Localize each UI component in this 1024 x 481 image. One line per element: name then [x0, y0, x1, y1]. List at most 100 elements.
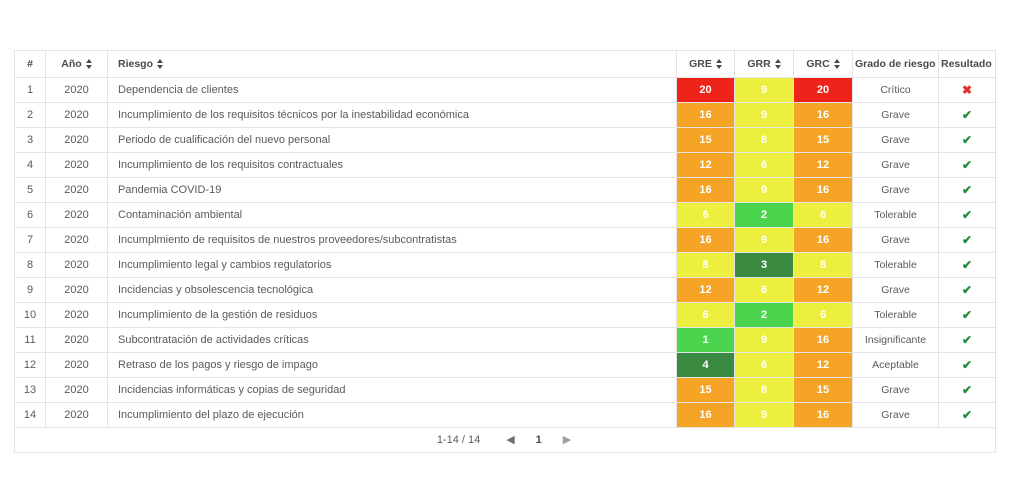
- column-label: Año: [61, 58, 82, 70]
- column-header-risk[interactable]: Riesgo: [107, 50, 677, 78]
- grr-score-cell: 3: [734, 252, 794, 278]
- gre-score-cell: 6: [676, 202, 735, 228]
- grr-score-cell: 2: [734, 302, 794, 328]
- result-cell: ✔: [938, 102, 996, 128]
- grr-score-cell: 9: [734, 77, 794, 103]
- pagination-row: 1-14 / 14 ◀ 1 ▶: [14, 427, 996, 453]
- table-row: 11 2020 Subcontratación de actividades c…: [14, 327, 996, 353]
- column-header-year[interactable]: Año: [45, 50, 108, 78]
- risk-grade-cell: Tolerable: [852, 302, 939, 328]
- gre-score-cell: 1: [676, 327, 735, 353]
- grc-score-cell: 12: [793, 152, 853, 178]
- table-row: 14 2020 Incumplimiento del plazo de ejec…: [14, 402, 996, 428]
- risk-name-cell: Incidencias informáticas y copias de seg…: [107, 377, 677, 403]
- chevron-left-icon: ◀: [506, 433, 515, 446]
- column-label: GRR: [747, 58, 771, 70]
- table-row: 5 2020 Pandemia COVID-19 16 9 16 Grave ✔: [14, 177, 996, 203]
- result-cell: ✔: [938, 352, 996, 378]
- chevron-right-icon: ▶: [562, 433, 572, 446]
- pagination-page-button[interactable]: 1: [527, 430, 551, 451]
- table-row: 4 2020 Incumplimiento de los requisitos …: [14, 152, 996, 178]
- risk-name-cell: Subcontratación de actividades críticas: [107, 327, 677, 353]
- column-label: Grado de riesgo: [855, 58, 936, 70]
- grc-score-cell: 20: [793, 77, 853, 103]
- risk-name-cell: Contaminación ambiental: [107, 202, 677, 228]
- table-row: 8 2020 Incumplimiento legal y cambios re…: [14, 252, 996, 278]
- sort-icon: [774, 59, 781, 69]
- grc-score-cell: 6: [793, 302, 853, 328]
- risk-grade-cell: Grave: [852, 377, 939, 403]
- pagination-range-label: 1-14 / 14: [436, 434, 481, 446]
- grc-score-cell: 15: [793, 127, 853, 153]
- year-cell: 2020: [45, 102, 108, 128]
- risk-name-cell: Incumplimiento legal y cambios regulator…: [107, 252, 677, 278]
- table-row: 3 2020 Periodo de cualificación del nuev…: [14, 127, 996, 153]
- grc-score-cell: 16: [793, 227, 853, 253]
- risk-name-cell: Periodo de cualificación del nuevo perso…: [107, 127, 677, 153]
- column-header-grade[interactable]: Grado de riesgo: [852, 50, 939, 78]
- result-icon: ✖: [961, 82, 973, 97]
- grr-score-cell: 9: [734, 402, 794, 428]
- grc-score-cell: 16: [793, 102, 853, 128]
- grr-score-cell: 9: [734, 327, 794, 353]
- year-cell: 2020: [45, 327, 108, 353]
- result-icon: ✔: [961, 382, 973, 397]
- result-cell: ✖: [938, 77, 996, 103]
- grc-score-cell: 16: [793, 327, 853, 353]
- pagination: 1-14 / 14 ◀ 1 ▶: [16, 429, 995, 452]
- risk-name-cell: Dependencia de clientes: [107, 77, 677, 103]
- result-cell: ✔: [938, 402, 996, 428]
- column-header-gre[interactable]: GRE: [676, 50, 735, 78]
- result-cell: ✔: [938, 277, 996, 303]
- result-icon: ✔: [961, 157, 973, 172]
- column-header-grc[interactable]: GRC: [793, 50, 853, 78]
- grr-score-cell: 9: [734, 177, 794, 203]
- pagination-prev-button[interactable]: ◀: [504, 433, 516, 448]
- year-cell: 2020: [45, 302, 108, 328]
- grr-score-cell: 6: [734, 277, 794, 303]
- gre-score-cell: 16: [676, 227, 735, 253]
- risk-grade-cell: Grave: [852, 402, 939, 428]
- year-cell: 2020: [45, 152, 108, 178]
- row-number-cell: 11: [14, 327, 46, 353]
- risk-grade-cell: Aceptable: [852, 352, 939, 378]
- risk-grade-cell: Crítico: [852, 77, 939, 103]
- column-header-result[interactable]: Resultado: [938, 50, 996, 78]
- risk-table-container: # Año Riesgo GRE GRR GRC Grado d: [14, 50, 996, 453]
- column-header-grr[interactable]: GRR: [734, 50, 794, 78]
- pagination-next-button[interactable]: ▶: [561, 433, 573, 448]
- table-row: 6 2020 Contaminación ambiental 6 2 6 Tol…: [14, 202, 996, 228]
- year-cell: 2020: [45, 277, 108, 303]
- table-row: 10 2020 Incumplimiento de la gestión de …: [14, 302, 996, 328]
- risk-name-cell: Incumplmiento de requisitos de nuestros …: [107, 227, 677, 253]
- gre-score-cell: 12: [676, 277, 735, 303]
- row-number-cell: 5: [14, 177, 46, 203]
- column-label: GRE: [689, 58, 712, 70]
- gre-score-cell: 16: [676, 402, 735, 428]
- row-number-cell: 1: [14, 77, 46, 103]
- result-icon: ✔: [961, 407, 973, 422]
- table-row: 13 2020 Incidencias informáticas y copia…: [14, 377, 996, 403]
- gre-score-cell: 4: [676, 352, 735, 378]
- risk-grade-cell: Grave: [852, 227, 939, 253]
- risk-name-cell: Incumplimiento del plazo de ejecución: [107, 402, 677, 428]
- result-icon: ✔: [961, 207, 973, 222]
- grr-score-cell: 8: [734, 377, 794, 403]
- risk-grade-cell: Grave: [852, 102, 939, 128]
- risk-grade-cell: Insignificante: [852, 327, 939, 353]
- risk-name-cell: Incidencias y obsolescencia tecnológica: [107, 277, 677, 303]
- table-body: 1 2020 Dependencia de clientes 20 9 20 C…: [14, 77, 996, 428]
- result-cell: ✔: [938, 327, 996, 353]
- risk-grade-cell: Tolerable: [852, 252, 939, 278]
- year-cell: 2020: [45, 77, 108, 103]
- year-cell: 2020: [45, 402, 108, 428]
- result-icon: ✔: [961, 132, 973, 147]
- grc-score-cell: 6: [793, 202, 853, 228]
- result-cell: ✔: [938, 127, 996, 153]
- risk-name-cell: Incumplimiento de los requisitos contrac…: [107, 152, 677, 178]
- risk-grade-cell: Grave: [852, 277, 939, 303]
- result-icon: ✔: [961, 232, 973, 247]
- gre-score-cell: 16: [676, 177, 735, 203]
- grc-score-cell: 8: [793, 252, 853, 278]
- risk-name-cell: Incumplimiento de los requisitos técnico…: [107, 102, 677, 128]
